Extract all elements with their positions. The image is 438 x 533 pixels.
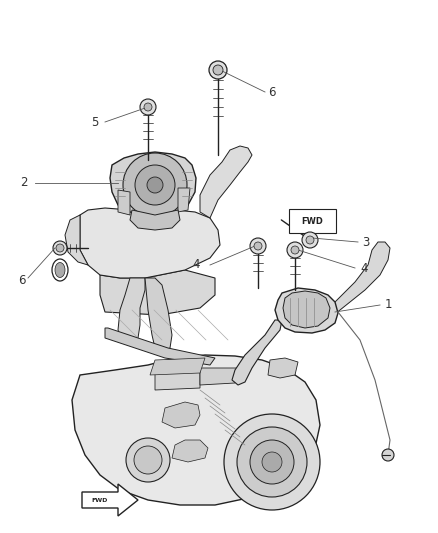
Circle shape — [287, 242, 303, 258]
Polygon shape — [82, 484, 138, 516]
Polygon shape — [145, 278, 172, 352]
Polygon shape — [178, 188, 190, 212]
Polygon shape — [65, 215, 88, 265]
Text: 4: 4 — [192, 259, 200, 271]
Polygon shape — [72, 355, 320, 505]
Circle shape — [254, 242, 262, 250]
Text: 1: 1 — [385, 298, 392, 311]
Circle shape — [209, 61, 227, 79]
Circle shape — [123, 153, 187, 217]
Circle shape — [135, 165, 175, 205]
Polygon shape — [172, 440, 208, 462]
Polygon shape — [110, 152, 196, 215]
Circle shape — [147, 177, 163, 193]
Circle shape — [237, 427, 307, 497]
Ellipse shape — [52, 259, 68, 281]
Polygon shape — [118, 278, 145, 342]
Circle shape — [262, 452, 282, 472]
Polygon shape — [130, 210, 180, 230]
Circle shape — [56, 244, 64, 252]
Polygon shape — [155, 370, 200, 390]
Circle shape — [382, 449, 394, 461]
Circle shape — [291, 246, 299, 254]
Circle shape — [140, 99, 156, 115]
Circle shape — [224, 414, 320, 510]
Text: 4: 4 — [360, 262, 367, 274]
Ellipse shape — [55, 262, 65, 278]
Circle shape — [126, 438, 170, 482]
Circle shape — [306, 236, 314, 244]
Text: 6: 6 — [18, 273, 25, 287]
Polygon shape — [105, 328, 215, 365]
Circle shape — [53, 241, 67, 255]
FancyBboxPatch shape — [289, 209, 336, 233]
Polygon shape — [325, 242, 390, 318]
Polygon shape — [80, 208, 220, 278]
Text: 5: 5 — [91, 116, 98, 128]
Circle shape — [144, 103, 152, 111]
Circle shape — [213, 65, 223, 75]
Text: 3: 3 — [362, 236, 369, 248]
Circle shape — [250, 440, 294, 484]
Circle shape — [302, 232, 318, 248]
Circle shape — [134, 446, 162, 474]
Polygon shape — [150, 358, 205, 375]
Polygon shape — [268, 358, 298, 378]
Polygon shape — [283, 291, 330, 328]
Text: FWD: FWD — [301, 216, 323, 225]
Polygon shape — [200, 368, 238, 385]
Polygon shape — [162, 402, 200, 428]
Text: 2: 2 — [20, 176, 28, 190]
Polygon shape — [118, 190, 130, 215]
Polygon shape — [232, 320, 282, 385]
Text: 6: 6 — [268, 85, 276, 99]
Circle shape — [250, 238, 266, 254]
Polygon shape — [275, 288, 338, 333]
Polygon shape — [100, 270, 215, 315]
Text: FWD: FWD — [92, 497, 108, 503]
Polygon shape — [200, 146, 252, 218]
